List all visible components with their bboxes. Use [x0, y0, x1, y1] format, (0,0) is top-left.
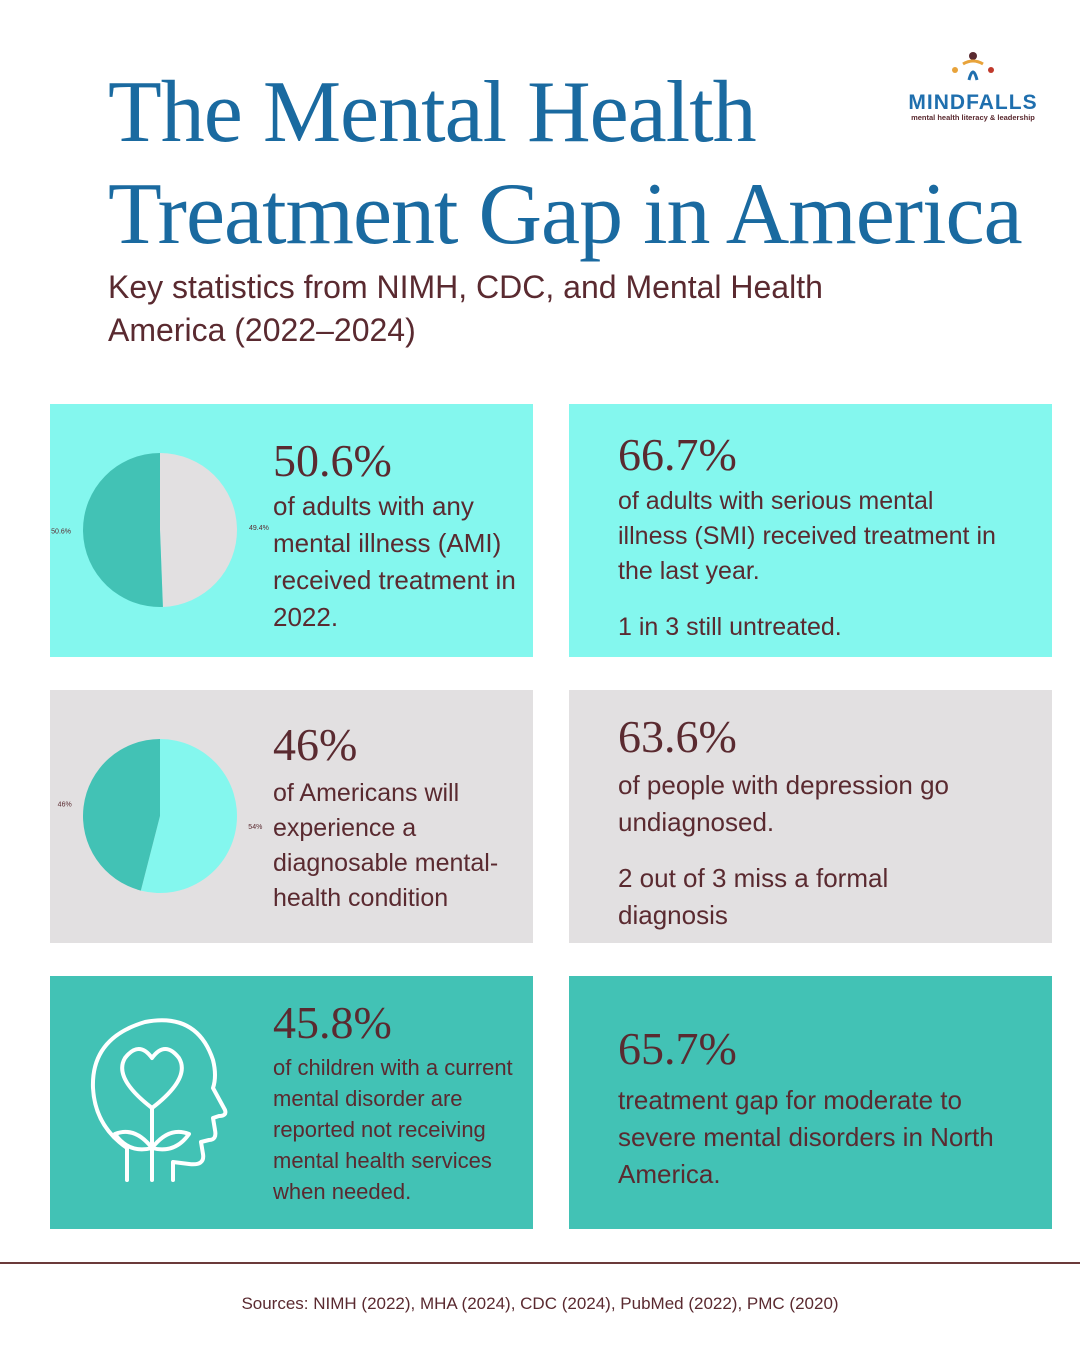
stat-card: 66.7% of adults with serious mental illn… [569, 404, 1052, 657]
stat-value: 46% [273, 719, 358, 770]
pie-chart: 49.4% 50.6% [51, 453, 269, 607]
title-line: The Mental Health [108, 64, 757, 161]
pie-label: 49.4% [249, 525, 269, 532]
stat-note: 1 in 3 still untreated. [618, 613, 842, 641]
title: The Mental Health Treatment Gap in Ameri… [108, 62, 1023, 266]
logo: MINDFALLS mental health literacy & leade… [898, 50, 1048, 122]
stat-text: of Americans will experience a diagnosab… [273, 779, 499, 912]
pie-slice [82, 739, 160, 891]
stat-text: of children with a current mental disord… [273, 1055, 513, 1204]
stat-card: 54% 46% 46% of Americans will experience … [50, 690, 533, 943]
stat-value: 65.7% [618, 1023, 737, 1074]
pie-label: 46% [58, 802, 72, 809]
pie-slice [140, 739, 237, 893]
stat-value: 50.6% [273, 435, 392, 486]
pie-label: 50.6% [51, 529, 71, 536]
stat-value: 63.6% [618, 711, 737, 762]
logo-tagline: mental health literacy & leadership [911, 113, 1035, 122]
pie-chart: 54% 46% [58, 739, 262, 893]
stat-note: 2 out of 3 miss a formal diagnosis [618, 863, 889, 930]
stat-text: treatment gap for moderate to severe men… [618, 1085, 994, 1189]
stat-card: 45.8% of children with a current mental … [50, 976, 533, 1229]
head-heart-icon [90, 1018, 228, 1182]
stat-card: 63.6% of people with depression go undia… [569, 690, 1052, 943]
divider [0, 1262, 1080, 1264]
stat-value: 66.7% [618, 429, 737, 480]
sources: Sources: NIMH (2022), MHA (2024), CDC (2… [241, 1294, 839, 1313]
logo-icon [952, 52, 994, 81]
pie-slice [82, 453, 163, 607]
stat-value: 45.8% [273, 997, 392, 1048]
pie-label: 54% [248, 824, 262, 831]
title-line: Treatment Gap in America [108, 166, 1023, 263]
stat-card: 65.7% treatment gap for moderate to seve… [569, 976, 1052, 1229]
stat-text: of people with depression go undiagnosed… [618, 770, 950, 837]
logo-name: MINDFALLS [908, 91, 1038, 114]
subtitle: Key statistics from NIMH, CDC, and Menta… [108, 269, 823, 348]
stat-text: of adults with serious mental illness (S… [618, 487, 996, 585]
stat-text: of adults with any mental illness (AMI) … [273, 491, 516, 632]
stat-card: 49.4% 50.6% 50.6% of adults with any ment… [50, 404, 533, 657]
pie-slice [160, 453, 237, 607]
